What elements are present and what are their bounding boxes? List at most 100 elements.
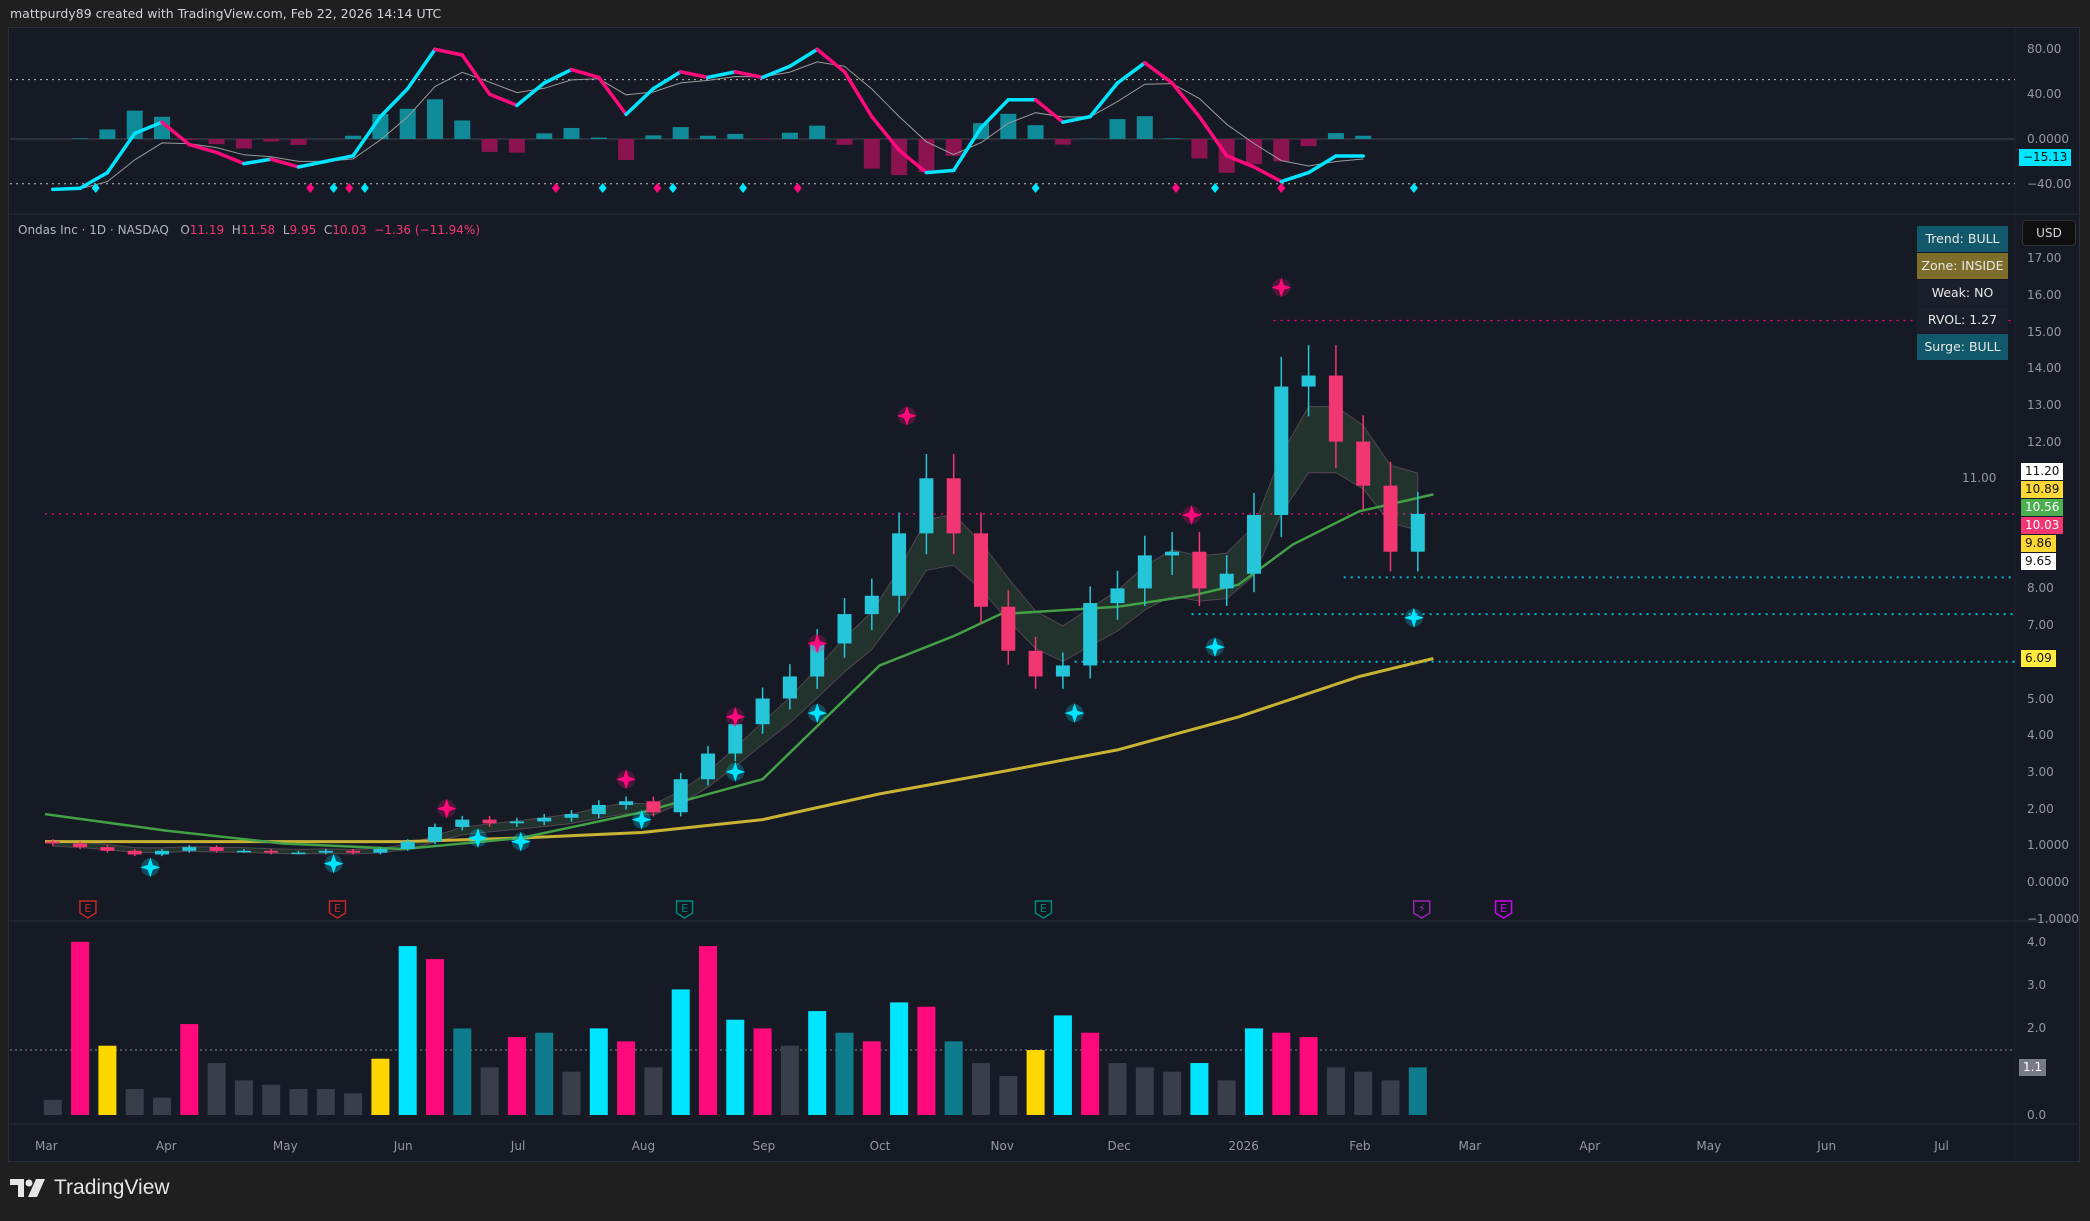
volume-bar — [999, 1076, 1018, 1115]
bull-diamond-icon — [91, 183, 100, 193]
osc-line-segment — [187, 142, 219, 155]
status-weak: Weak: NO — [1917, 280, 2008, 306]
osc-histogram-bar — [1355, 135, 1372, 139]
volume-bar — [43, 1099, 62, 1115]
bull-star-icon — [323, 853, 344, 874]
bear-diamond-icon — [345, 183, 354, 193]
osc-line-segment — [433, 47, 465, 57]
currency-button[interactable]: USD — [2022, 220, 2076, 246]
osc-histogram-bar — [1191, 139, 1208, 159]
volume-bar — [862, 1041, 881, 1115]
tradingview-logo[interactable]: TradingView — [10, 1176, 170, 1200]
status-rvol: RVOL: 1.27 — [1917, 307, 2008, 333]
candle-body — [400, 841, 415, 849]
price-axis-tick: 5.00 — [2027, 691, 2054, 706]
close-label: C — [323, 223, 333, 237]
candle-body — [127, 850, 142, 855]
osc-current-tag: −15.13 — [2019, 149, 2072, 166]
candle-body — [701, 753, 715, 780]
candle-body — [1192, 551, 1207, 589]
candle-body — [209, 847, 224, 851]
candle-body — [1274, 386, 1289, 515]
time-axis-label: Jun — [393, 1139, 413, 1153]
osc-axis-tick: 0.0000 — [2027, 132, 2069, 146]
status-surge: Surge: BULL — [1917, 334, 2008, 360]
osc-histogram-bar — [1027, 125, 1044, 139]
osc-line-segment — [269, 157, 301, 169]
time-axis-label: Feb — [1349, 1139, 1371, 1153]
time-axis-label: Jun — [1817, 1139, 1837, 1153]
candle-body — [946, 478, 961, 534]
volume-bar — [207, 1063, 226, 1115]
candle-body — [509, 821, 524, 824]
price-axis-tick: 15.00 — [2027, 324, 2062, 339]
bull-star-icon — [725, 761, 746, 782]
osc-line-segment — [1224, 154, 1256, 169]
open-value: 11.19 — [189, 223, 225, 237]
osc-axis-tick: 80.00 — [2027, 42, 2062, 57]
time-axis-label: Sep — [752, 1139, 776, 1153]
osc-histogram-bar — [536, 133, 553, 139]
event-marker-label: ⚡ — [1418, 902, 1426, 915]
osc-histogram-bar — [563, 127, 580, 139]
osc-line-segment — [487, 92, 519, 108]
candle-body — [864, 595, 879, 615]
osc-histogram-bar — [1054, 139, 1071, 145]
candle-body — [1219, 573, 1234, 589]
candle-body — [591, 804, 606, 815]
symbol-legend: Ondas Inc · 1D · NASDAQ O11.19 H11.58 L9… — [18, 223, 480, 237]
symbol-name[interactable]: Ondas Inc · 1D · NASDAQ — [18, 223, 169, 237]
price-axis-tick: −1.0000 — [2027, 911, 2080, 926]
volume-bar — [780, 1045, 799, 1115]
candle-body — [646, 801, 661, 813]
candle-body — [1383, 485, 1398, 552]
open-label: O — [180, 223, 190, 237]
candle-body — [155, 850, 169, 855]
osc-line-segment — [733, 70, 765, 80]
bear-star-icon — [1271, 277, 1292, 298]
osc-line-segment — [951, 126, 983, 173]
time-axis-label: May — [272, 1139, 298, 1153]
price-axis-tick: 14.00 — [2027, 361, 2062, 376]
candle-body — [1110, 588, 1125, 604]
time-axis-label: Mar — [1458, 1139, 1482, 1153]
osc-histogram-bar — [809, 125, 826, 139]
time-axis-label: Nov — [990, 1139, 1014, 1153]
volume-bar — [671, 989, 690, 1115]
time-axis-label: Jul — [1934, 1139, 1949, 1153]
osc-line-segment — [979, 98, 1011, 130]
time-axis-label: Mar — [35, 1139, 58, 1153]
bull-star-icon — [140, 857, 161, 878]
candle-body — [455, 819, 470, 827]
volume-bar — [234, 1080, 253, 1115]
osc-line-segment — [760, 64, 792, 80]
volume-axis-tick: 3.0 — [2027, 978, 2047, 993]
price-axis-tick: 3.00 — [2027, 764, 2054, 779]
osc-line-segment — [706, 70, 738, 80]
top-bar: mattpurdy89 created with TradingView.com… — [0, 0, 2090, 27]
candle-body — [318, 850, 333, 853]
event-marker-label: E — [681, 902, 688, 915]
candle-body — [755, 698, 770, 725]
candle-body — [236, 850, 251, 853]
osc-line-segment — [132, 120, 164, 136]
volume-axis-tick: 2.0 — [2027, 1021, 2047, 1036]
status-trend: Trend: BULL — [1917, 226, 2008, 252]
price-axis-tick: 17.00 — [2027, 251, 2062, 266]
osc-line-segment — [378, 86, 410, 119]
volume-bar — [1326, 1067, 1345, 1115]
osc-histogram-bar — [727, 133, 744, 139]
volume-bar — [1217, 1080, 1236, 1115]
osc-line-segment — [1197, 114, 1229, 158]
time-axis-label: May — [1696, 1139, 1722, 1153]
bull-diamond-icon — [1409, 183, 1418, 193]
osc-histogram-bar — [672, 127, 689, 139]
bull-diamond-icon — [668, 183, 677, 193]
chart-credit: mattpurdy89 created with TradingView.com… — [10, 6, 442, 21]
price-axis-tick: 8.00 — [2027, 581, 2054, 596]
candle-body — [673, 779, 688, 813]
candle-body — [974, 533, 988, 607]
osc-histogram-bar — [945, 139, 962, 156]
volume-bar — [917, 1006, 936, 1115]
